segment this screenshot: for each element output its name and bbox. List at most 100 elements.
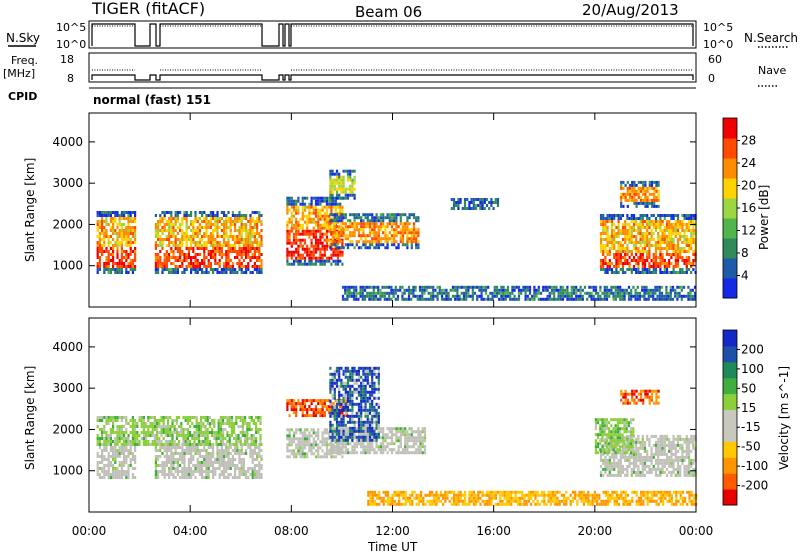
heatmap-cell xyxy=(665,434,669,438)
heatmap-cell xyxy=(557,297,560,301)
heatmap-cell xyxy=(341,253,344,257)
heatmap-cell xyxy=(338,187,341,191)
heatmap-cell xyxy=(181,271,184,274)
heatmap-cell xyxy=(317,256,320,260)
heatmap-cell xyxy=(559,291,562,295)
heatmap-cell xyxy=(98,235,101,238)
heatmap-cell xyxy=(328,214,331,218)
heatmap-cell xyxy=(329,225,332,229)
heatmap-cell xyxy=(375,213,378,217)
heatmap-cell xyxy=(671,297,675,301)
heatmap-cell xyxy=(212,271,215,274)
heatmap-cell xyxy=(127,220,130,223)
heatmap-cell xyxy=(628,265,631,268)
heatmap-cell xyxy=(635,183,638,187)
heatmap-cell xyxy=(229,220,232,223)
heatmap-cell xyxy=(364,216,367,220)
heatmap-cell xyxy=(227,268,230,271)
heatmap-cell xyxy=(643,297,646,301)
heatmap-cell xyxy=(335,216,339,220)
heatmap-cell xyxy=(506,291,510,295)
heatmap-cell xyxy=(299,238,302,242)
heatmap-cell xyxy=(674,449,677,453)
heatmap-cell xyxy=(417,240,420,244)
heatmap-cell xyxy=(346,237,350,241)
heatmap-cell xyxy=(207,235,210,238)
heatmap-cell xyxy=(223,455,226,458)
heatmap-cell xyxy=(645,297,648,301)
heatmap-cell xyxy=(635,253,638,256)
heatmap-cell xyxy=(594,288,598,292)
heatmap-cell xyxy=(170,220,173,223)
heatmap-cell xyxy=(359,288,362,292)
heatmap-cell xyxy=(229,464,232,467)
heatmap-cell xyxy=(292,434,296,438)
heatmap-cell xyxy=(599,268,603,271)
heatmap-cell xyxy=(109,431,112,434)
heatmap-cell xyxy=(154,241,157,244)
heatmap-cell xyxy=(101,461,104,464)
heatmap-cell xyxy=(635,440,638,444)
heatmap-cell xyxy=(373,237,376,241)
heatmap-cell xyxy=(687,470,691,474)
heatmap-cell xyxy=(338,172,341,176)
heatmap-cell xyxy=(460,285,463,289)
heatmap-cell xyxy=(458,294,461,298)
heatmap-cell xyxy=(187,235,190,238)
heatmap-cell xyxy=(465,297,468,301)
heatmap-cell xyxy=(385,291,389,295)
heatmap-cell xyxy=(608,235,611,238)
heatmap-cell xyxy=(484,297,488,301)
heatmap-cell xyxy=(253,458,256,461)
heatmap-cell xyxy=(234,271,237,274)
heatmap-cell xyxy=(617,244,620,247)
heatmap-cell xyxy=(334,199,337,203)
heatmap-cell xyxy=(338,184,341,188)
heatmap-cell xyxy=(312,229,315,233)
heatmap-cell xyxy=(624,195,627,199)
heatmap-cell xyxy=(665,262,669,265)
heatmap-cell xyxy=(187,253,190,256)
heatmap-cell xyxy=(665,250,669,253)
heatmap-cell xyxy=(251,220,254,223)
heatmap-cell xyxy=(650,192,654,196)
heatmap-cell xyxy=(656,294,659,298)
heatmap-cell xyxy=(401,294,404,298)
heatmap-cell xyxy=(690,434,693,438)
heatmap-cell xyxy=(674,443,677,447)
heatmap-cell xyxy=(323,232,326,236)
heatmap-cell xyxy=(196,265,199,268)
heatmap-cell xyxy=(606,458,609,462)
heatmap-cell xyxy=(371,448,374,452)
heatmap-cell xyxy=(366,433,369,437)
heatmap-cell xyxy=(602,223,605,226)
heatmap-cell xyxy=(286,446,289,450)
heatmap-cell xyxy=(377,291,380,295)
heatmap-cell xyxy=(401,430,405,434)
heatmap-cell xyxy=(292,431,296,435)
heatmap-cell xyxy=(323,452,326,456)
heatmap-cell xyxy=(674,244,677,247)
heatmap-cell xyxy=(606,241,609,244)
heatmap-cell xyxy=(123,431,126,434)
heatmap-cell xyxy=(342,228,345,232)
heatmap-cell xyxy=(397,225,400,229)
heatmap-cell xyxy=(652,443,655,447)
heatmap-cell xyxy=(120,244,123,247)
heatmap-cell xyxy=(404,445,407,449)
heatmap-cell xyxy=(641,259,644,262)
heatmap-cell xyxy=(401,234,405,238)
heatmap-cell xyxy=(123,449,126,452)
heatmap-cell xyxy=(207,461,210,464)
heatmap-cell xyxy=(329,442,332,446)
heatmap-cell xyxy=(321,226,324,230)
heatmap-cell xyxy=(223,220,226,223)
heatmap-cell xyxy=(373,448,376,452)
heatmap-cell xyxy=(225,470,228,473)
heatmap-cell xyxy=(238,235,241,238)
heatmap-cell xyxy=(251,271,254,274)
heatmap-cell xyxy=(630,232,633,235)
heatmap-cell xyxy=(223,476,226,479)
heatmap-cell xyxy=(626,180,629,184)
heatmap-cell xyxy=(406,430,409,434)
